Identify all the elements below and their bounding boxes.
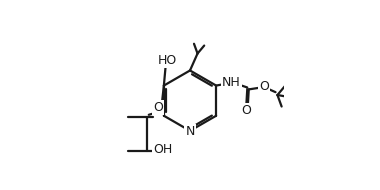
Text: OH: OH <box>153 143 173 156</box>
Text: NH: NH <box>222 76 241 89</box>
Text: O: O <box>153 101 163 114</box>
Text: N: N <box>185 125 195 138</box>
Text: HO: HO <box>158 54 177 67</box>
Text: O: O <box>241 104 251 117</box>
Text: O: O <box>259 80 269 93</box>
